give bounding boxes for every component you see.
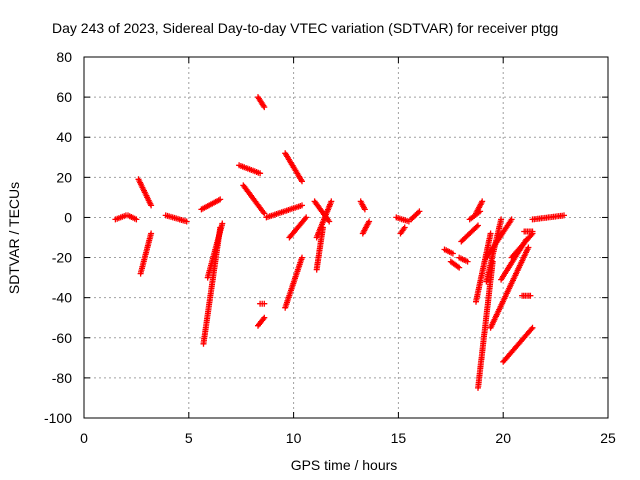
series-arc33 [475,258,496,391]
series-arc08 [204,220,226,281]
plus-marker-run [483,216,515,261]
series-arc35 [483,216,515,261]
x-tick-label: 20 [495,430,511,446]
series-arc10 [240,182,268,217]
x-tick-label: 0 [80,430,88,446]
data-points [112,94,567,391]
series-arc23 [393,214,412,225]
plus-marker-run [456,254,471,265]
plus-marker-run [473,198,486,217]
series-arc12 [257,300,268,307]
plus-marker-run [393,214,412,225]
series-arc15 [282,150,305,185]
y-tick-label: 40 [56,129,72,145]
series-arc06 [198,196,224,213]
plot-area-frame [83,56,609,419]
chart-title: Day 243 of 2023, Sidereal Day-to-day VTE… [52,20,558,36]
x-tick-label: 15 [391,430,407,446]
series-arc36 [487,244,532,331]
plus-marker-run [236,162,264,177]
plus-marker-run [475,258,496,391]
plus-marker-run [441,246,456,257]
plus-marker-run [458,222,481,245]
plus-marker-run [282,254,305,311]
series-arc41 [521,228,536,235]
series-arc42 [529,212,567,223]
y-tick-label: 20 [56,169,72,185]
y-tick-label: -100 [44,410,72,426]
series-arc04 [137,230,155,277]
plus-marker-run [313,224,326,273]
plus-marker-run [519,292,534,299]
series-arc03 [135,176,155,209]
series-arc21 [357,198,368,213]
series-arc14 [263,202,305,221]
plus-marker-run [240,182,268,217]
plus-marker-run [521,228,536,235]
y-tick-label: -20 [52,250,72,266]
series-arc09 [236,162,264,177]
series-arc13 [255,314,268,329]
plus-marker-run [135,176,155,209]
y-tick-label: 80 [56,49,72,65]
plus-marker-run [487,244,532,331]
plus-marker-run [257,300,268,307]
plus-marker-run [408,208,423,223]
plus-marker-run [529,212,567,223]
plus-marker-run [447,258,463,271]
plus-marker-run [263,202,305,221]
series-arc17 [286,214,310,241]
series-arc25 [408,208,423,223]
y-tick-label: -80 [52,370,72,386]
series-arc28 [456,254,471,265]
plus-marker-run [112,212,129,223]
plus-marker-run [125,212,140,223]
y-axis-label: SDTVAR / TECUs [6,182,22,294]
plus-marker-run [282,150,305,185]
plus-marker-run [397,224,408,237]
series-arc20 [313,224,326,273]
series-arc27 [447,258,463,271]
plus-marker-run [508,230,536,261]
series-arc24 [397,224,408,237]
axis-ticks: 0 5 10 15 20 25 -100 -80 -60 -40 -20 0 20 40 60 80 [44,49,616,446]
y-tick-label: 60 [56,89,72,105]
series-arc31 [473,198,486,217]
series-arc29 [458,222,481,245]
plus-marker-run [204,220,226,281]
x-axis-label: GPS time / hours [291,457,398,473]
plus-marker-run [137,230,155,277]
series-arc40 [500,324,536,365]
x-tick-label: 25 [600,430,616,446]
series-arc39 [519,292,534,299]
y-tick-label: -60 [52,330,72,346]
series-arc11 [255,94,268,111]
plus-marker-run [255,314,268,329]
series-arc22 [359,218,373,237]
grid-lines [84,57,608,418]
series-arc02 [125,212,140,223]
plus-marker-run [357,198,368,213]
series-arc38 [508,230,536,261]
series-arc26 [441,246,456,257]
plus-marker-run [286,214,310,241]
y-tick-label: -40 [52,290,72,306]
plus-marker-run [162,212,190,225]
x-tick-label: 5 [185,430,193,446]
series-arc16 [282,254,305,311]
x-tick-label: 10 [286,430,302,446]
series-arc01 [112,212,129,223]
plus-marker-run [198,196,224,213]
plus-marker-run [255,94,268,111]
y-tick-label: 0 [64,209,72,225]
plus-marker-run [500,324,536,365]
series-arc05 [162,212,190,225]
plus-marker-run [359,218,373,237]
